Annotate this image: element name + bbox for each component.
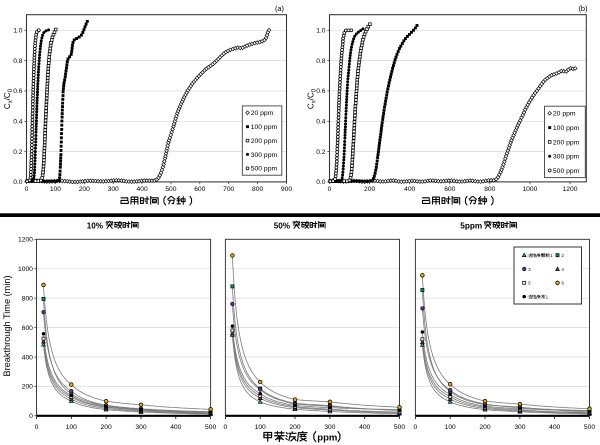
svg-text:50%: 50%: [274, 222, 291, 231]
svg-text:0.0: 0.0: [13, 179, 23, 186]
svg-text:0.4: 0.4: [316, 119, 326, 126]
svg-text:100: 100: [66, 424, 77, 431]
svg-text:400: 400: [22, 354, 33, 361]
svg-text:3: 3: [528, 267, 531, 272]
svg-text:4: 4: [562, 267, 565, 272]
svg-text:20 ppm: 20 ppm: [251, 110, 274, 117]
svg-text:0: 0: [328, 186, 332, 193]
svg-text:500 ppm: 500 ppm: [251, 166, 278, 173]
svg-text:100 ppm: 100 ppm: [251, 124, 278, 131]
svg-text:800: 800: [252, 186, 263, 193]
svg-text:0.2: 0.2: [13, 149, 23, 156]
svg-text:100: 100: [50, 186, 61, 193]
svg-text:600: 600: [194, 186, 205, 193]
svg-text:1200: 1200: [563, 186, 578, 193]
svg-text:20 ppm: 20 ppm: [553, 111, 576, 118]
svg-text:300: 300: [324, 424, 335, 431]
svg-text:900: 900: [281, 186, 292, 193]
svg-text:200: 200: [289, 424, 300, 431]
svg-text:1.0: 1.0: [13, 28, 23, 35]
svg-text:1: 1: [550, 253, 553, 258]
svg-text:0.6: 0.6: [13, 88, 23, 95]
svg-text:400: 400: [170, 424, 181, 431]
svg-text:600: 600: [444, 186, 455, 193]
svg-text:10%: 10%: [87, 222, 104, 231]
svg-text:800: 800: [484, 186, 495, 193]
svg-text:500: 500: [394, 424, 405, 431]
svg-text:500: 500: [584, 424, 595, 431]
svg-text:200: 200: [22, 384, 33, 391]
svg-text:0.0: 0.0: [316, 179, 326, 186]
svg-text:300 ppm: 300 ppm: [251, 152, 278, 159]
svg-text:300 ppm: 300 ppm: [553, 154, 580, 161]
svg-text:200: 200: [79, 186, 90, 193]
svg-text:0: 0: [224, 424, 228, 431]
svg-text:200 ppm: 200 ppm: [251, 138, 278, 145]
svg-text:500 ppm: 500 ppm: [553, 168, 580, 175]
svg-text:400: 400: [404, 186, 415, 193]
svg-text:200: 200: [479, 424, 490, 431]
svg-text:600: 600: [22, 325, 33, 332]
svg-text:6: 6: [562, 281, 565, 286]
svg-text:200: 200: [101, 424, 112, 431]
svg-text:0.8: 0.8: [13, 58, 23, 65]
svg-text:5ppm: 5ppm: [460, 222, 482, 231]
svg-text:1000: 1000: [18, 266, 33, 273]
svg-text:2: 2: [562, 253, 565, 258]
svg-text:800: 800: [22, 295, 33, 302]
svg-text:0: 0: [35, 424, 39, 431]
svg-text:5: 5: [528, 281, 531, 286]
svg-text:Breakthrough Time (min): Breakthrough Time (min): [2, 275, 12, 376]
svg-text:1200: 1200: [18, 237, 33, 244]
svg-text:100: 100: [255, 424, 266, 431]
svg-text:0.4: 0.4: [13, 119, 23, 126]
svg-text:0.8: 0.8: [316, 58, 326, 65]
svg-text:1.0: 1.0: [316, 28, 326, 35]
svg-text:700: 700: [223, 186, 234, 193]
svg-text:Cx/C0: Cx/C0: [307, 88, 318, 109]
svg-text:200 ppm: 200 ppm: [553, 139, 580, 146]
svg-text:ppm: ppm: [317, 432, 337, 443]
svg-text:(b): (b): [578, 4, 587, 13]
svg-text:300: 300: [108, 186, 119, 193]
svg-text:0.2: 0.2: [316, 149, 326, 156]
svg-text:300: 300: [135, 424, 146, 431]
svg-text:(a): (a): [275, 4, 284, 13]
svg-text:400: 400: [359, 424, 370, 431]
svg-text:400: 400: [549, 424, 560, 431]
svg-text:500: 500: [205, 424, 216, 431]
svg-text:1: 1: [546, 294, 549, 299]
svg-text:Cx/C0: Cx/C0: [3, 88, 14, 109]
svg-text:0: 0: [414, 424, 418, 431]
svg-text:1000: 1000: [522, 186, 537, 193]
svg-text:0: 0: [29, 413, 33, 420]
svg-text:0.6: 0.6: [316, 88, 326, 95]
svg-text:200: 200: [364, 186, 375, 193]
svg-text:300: 300: [514, 424, 525, 431]
svg-text:100: 100: [445, 424, 456, 431]
svg-text:400: 400: [137, 186, 148, 193]
svg-text:0: 0: [25, 186, 29, 193]
svg-text:100 ppm: 100 ppm: [553, 125, 580, 132]
svg-text:500: 500: [165, 186, 176, 193]
